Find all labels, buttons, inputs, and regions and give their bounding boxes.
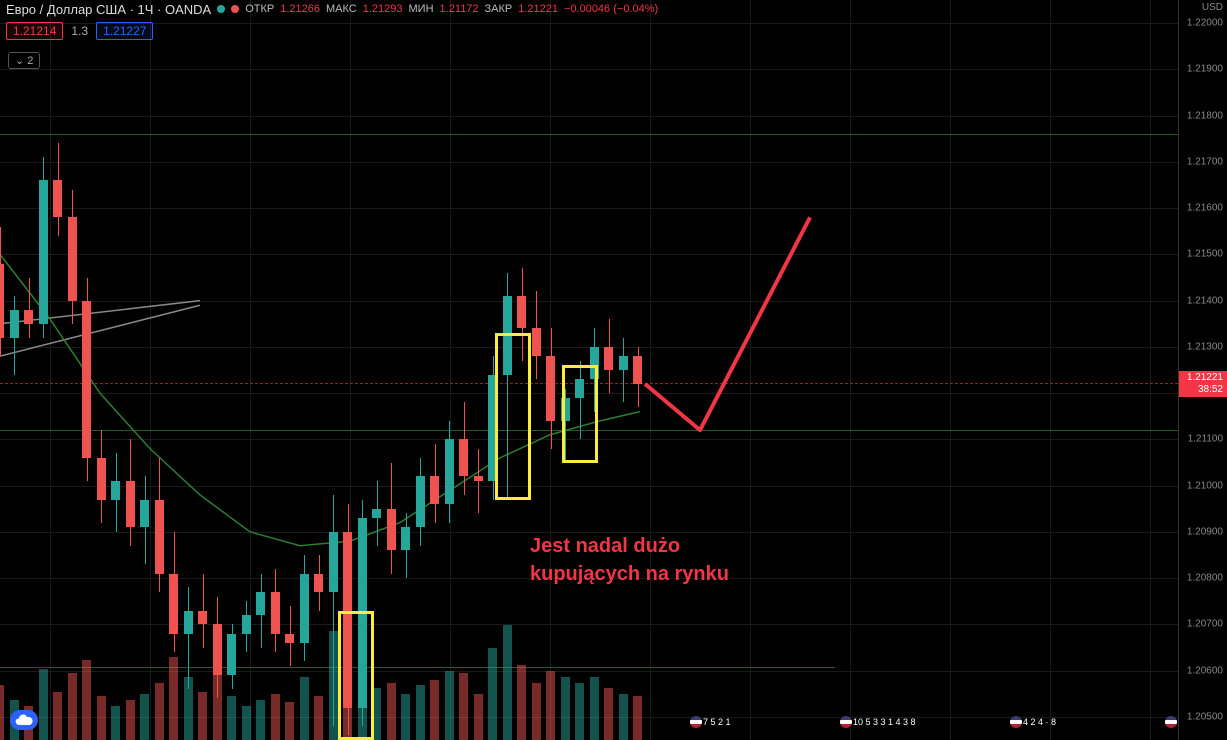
candle[interactable] <box>285 634 294 643</box>
price-axis[interactable]: USD 1.220001.219001.218001.217001.216001… <box>1178 0 1227 740</box>
candle[interactable] <box>227 634 236 676</box>
candle[interactable] <box>532 328 541 356</box>
candle[interactable] <box>401 527 410 550</box>
y-tick: 1.21300 <box>1187 341 1223 352</box>
candle[interactable] <box>387 509 396 551</box>
y-tick: 1.21500 <box>1187 249 1223 260</box>
ohlc-open-label: ОТКР <box>245 3 274 15</box>
candle[interactable] <box>358 518 367 708</box>
candle[interactable] <box>111 481 120 500</box>
candle[interactable] <box>575 379 584 398</box>
y-tick: 1.22000 <box>1187 18 1223 29</box>
candle[interactable] <box>503 296 512 375</box>
pair-title[interactable]: Евро / Доллар США · 1Ч · OANDA <box>6 2 211 17</box>
candle[interactable] <box>68 217 77 300</box>
y-tick: 1.21900 <box>1187 64 1223 75</box>
candle[interactable] <box>126 481 135 527</box>
annotation-line2: kupujących na rynku <box>530 560 729 588</box>
y-tick: 1.21600 <box>1187 203 1223 214</box>
candle[interactable] <box>155 500 164 574</box>
y-tick: 1.21000 <box>1187 480 1223 491</box>
annotation-line1: Jest nadal dużo <box>530 532 729 560</box>
status-dot-red <box>231 5 239 13</box>
chart-area[interactable] <box>0 0 1178 740</box>
annotation-text: Jest nadal dużo kupujących na rynku <box>530 532 729 588</box>
cloud-save-button[interactable] <box>10 710 38 730</box>
candle[interactable] <box>633 356 642 384</box>
candle[interactable] <box>546 356 555 421</box>
ohlc-close-val: 1.21221 <box>518 3 558 15</box>
ohlc-high-val: 1.21293 <box>363 3 403 15</box>
candle[interactable] <box>82 301 91 458</box>
candle[interactable] <box>619 356 628 370</box>
candle[interactable] <box>97 458 106 500</box>
candle[interactable] <box>517 296 526 328</box>
y-tick: 1.21100 <box>1188 434 1223 445</box>
y-tick: 1.20800 <box>1187 573 1223 584</box>
y-tick: 1.21700 <box>1187 156 1223 167</box>
ohlc-change: −0.00046 (−0.04%) <box>564 3 658 15</box>
event-marker[interactable]: 7 5 2 1 <box>690 716 731 728</box>
candle[interactable] <box>300 574 309 643</box>
ohlc-close-label: ЗАКР <box>484 3 512 15</box>
candle[interactable] <box>561 398 570 421</box>
expand-indicators-button[interactable]: ⌄ 2 <box>8 52 40 69</box>
y-tick: 1.21400 <box>1187 295 1223 306</box>
candle[interactable] <box>213 624 222 675</box>
candle[interactable] <box>53 180 62 217</box>
candle[interactable] <box>590 347 599 379</box>
candle[interactable] <box>256 592 265 615</box>
candle[interactable] <box>488 375 497 481</box>
candle[interactable] <box>329 532 338 592</box>
candle[interactable] <box>604 347 613 370</box>
bid-price[interactable]: 1.21214 <box>6 22 63 40</box>
ohlc-high-label: МАКС <box>326 3 357 15</box>
candle[interactable] <box>343 532 352 708</box>
event-marker[interactable]: 4 2 4 · 8 <box>1010 716 1056 728</box>
status-dot-green <box>217 5 225 13</box>
candle[interactable] <box>314 574 323 593</box>
ask-price[interactable]: 1.21227 <box>96 22 153 40</box>
candle[interactable] <box>10 310 19 338</box>
y-tick: 1.20900 <box>1187 526 1223 537</box>
candle[interactable] <box>445 439 454 504</box>
y-tick: 1.20600 <box>1187 665 1223 676</box>
candle[interactable] <box>24 310 33 324</box>
y-tick: 1.20700 <box>1187 619 1223 630</box>
candle-layer <box>0 0 1178 740</box>
candle[interactable] <box>271 592 280 634</box>
candle[interactable] <box>416 476 425 527</box>
candle[interactable] <box>0 264 4 338</box>
candle[interactable] <box>39 180 48 323</box>
bid-ask-bar: 1.21214 1.3 1.21227 <box>6 22 153 40</box>
candle[interactable] <box>184 611 193 634</box>
candle[interactable] <box>198 611 207 625</box>
y-tick: 1.21800 <box>1187 110 1223 121</box>
candle[interactable] <box>242 615 251 634</box>
candle[interactable] <box>459 439 468 476</box>
candle[interactable] <box>372 509 381 518</box>
ohlc-low-label: МИН <box>409 3 434 15</box>
candle[interactable] <box>140 500 149 528</box>
candle[interactable] <box>169 574 178 634</box>
y-tick: 1.20500 <box>1187 711 1223 722</box>
current-price-tag: 1.2122138:52 <box>1179 371 1227 397</box>
candle[interactable] <box>474 476 483 481</box>
ohlc-low-val: 1.21172 <box>440 3 479 15</box>
chart-header: Евро / Доллар США · 1Ч · OANDA ОТКР 1.21… <box>0 0 1227 18</box>
candle[interactable] <box>430 476 439 504</box>
event-marker[interactable]: 10 5 3 3 1 4 3 8 <box>840 716 916 728</box>
spread-value: 1.3 <box>71 24 88 38</box>
ohlc-open-val: 1.21266 <box>280 3 320 15</box>
